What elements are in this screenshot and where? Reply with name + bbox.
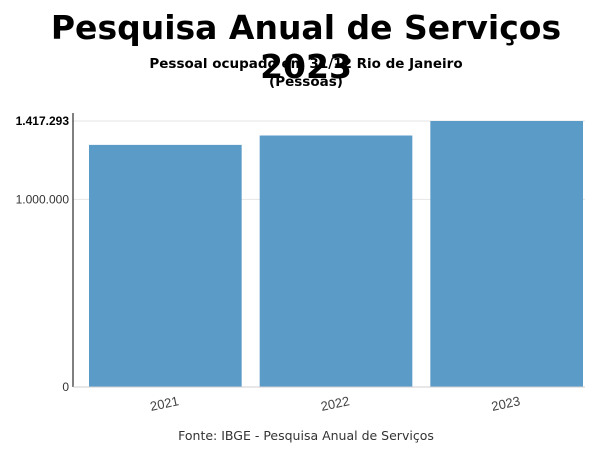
bar-2023: [430, 121, 583, 387]
bar-2021: [89, 144, 242, 387]
source-note: Fonte: IBGE - Pesquisa Anual de Serviços: [178, 428, 434, 443]
chart-title: Pesquisa Anual de Serviços 2023: [50, 8, 562, 86]
x-tick-label-2023: 2023: [490, 393, 521, 414]
bars: [89, 121, 583, 387]
bar-2022: [259, 135, 413, 387]
subtitle-line-1: Pessoal ocupado em 31/12 Rio de Janeiro: [149, 56, 463, 72]
axes: [72, 113, 585, 388]
y-tick-label: 0: [62, 380, 69, 394]
subtitle-line-2: (Pessoas): [269, 74, 343, 90]
x-tick-labels: 2021 2022 2023: [149, 393, 522, 414]
chart-subtitle: Pessoal ocupado em 31/12 Rio de Janeiro …: [0, 55, 612, 91]
y-tick-label: 1.417.293: [16, 114, 70, 128]
y-tick-labels: 0 1.000.000 1.417.293: [16, 114, 70, 394]
x-tick-label-2021: 2021: [149, 393, 180, 414]
x-tick-label-2022: 2022: [319, 393, 350, 414]
y-tick-label: 1.000.000: [16, 192, 70, 206]
